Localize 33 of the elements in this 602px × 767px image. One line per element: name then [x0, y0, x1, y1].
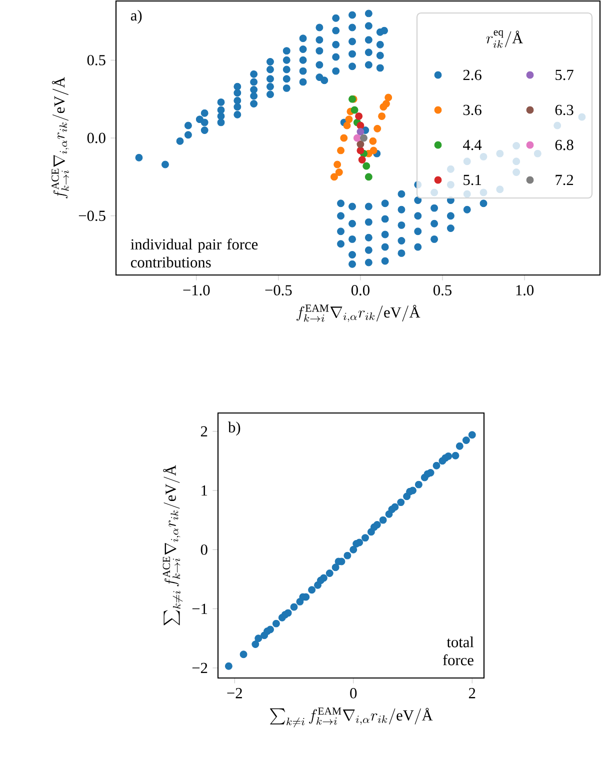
y-axis-title: $\sum_{k\neq i} f_{k\to i}^{\mathrm{ACE}}\nabla_{i,\alpha} r_{ik}/\mathrm{eV}/\text{Å}$ — [162, 464, 183, 626]
x-tick-label: 0.0 — [351, 285, 370, 296]
y-tick-label: 0.0 — [87, 132, 106, 144]
y-tick-label: −1 — [192, 604, 208, 614]
legend-label: 5.1 — [464, 174, 481, 186]
x-axis-title: $f_{k\to i}^{\mathrm{EAM}}\nabla_{i,\alpha} r_{ik}/\mathrm{eV}/\text{Å}$ — [296, 304, 420, 322]
x-tick-label: 1.0 — [516, 285, 534, 296]
y-tick-label: 2 — [200, 426, 208, 436]
legend-label: 6.8 — [555, 140, 574, 150]
annotation: a) — [130, 10, 142, 24]
x-axis-title: $\sum_{k\neq i} f_{k\to i}^{\mathrm{EAM}}\nabla_{i,\alpha} r_{ik}/\mathrm{eV}/\text{Å}$ — [270, 708, 433, 728]
y-tick-label: 1 — [202, 485, 208, 496]
legend-title: $r_{ik}^{\mathrm{eq}}/\text{Å}$ — [486, 30, 523, 48]
y-axis-title: $f_{k\to i}^{\mathrm{ACE}}\nabla_{i,\alpha} r_{ik}/\mathrm{eV}/\text{Å}$ — [52, 76, 69, 198]
x-tick-label: 0 — [350, 688, 357, 698]
legend-label: 4.4 — [463, 140, 482, 150]
annotation: total force — [442, 636, 474, 666]
x-tick-label: −0.5 — [265, 285, 292, 296]
y-tick-label: −2 — [192, 662, 208, 674]
legend-label: 6.3 — [555, 104, 574, 116]
y-tick-label: −0.5 — [78, 210, 106, 222]
legend-label: 2.6 — [463, 70, 482, 80]
legend-label: 3.6 — [463, 104, 482, 116]
legend-label: 5.7 — [556, 70, 574, 80]
y-tick-label: 0.5 — [87, 54, 106, 66]
annotation: b) — [228, 422, 240, 436]
x-tick-label: −1.0 — [183, 285, 210, 296]
annotation: individual pair force contributions — [130, 238, 258, 268]
legend-label: 7.2 — [556, 174, 574, 186]
y-tick-label: 0 — [200, 544, 208, 555]
x-tick-label: 2 — [468, 688, 476, 698]
x-tick-label: −2 — [227, 688, 242, 698]
x-tick-label: 0.5 — [433, 285, 452, 296]
